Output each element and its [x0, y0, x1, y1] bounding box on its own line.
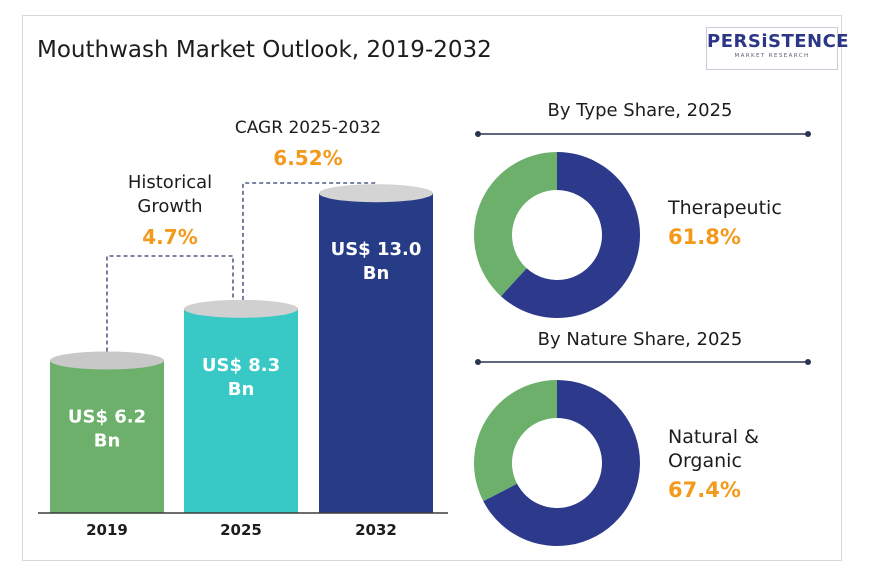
- x-tick-label: 2032: [355, 521, 397, 539]
- donut-label: Organic: [668, 450, 742, 472]
- bar-value-unit: Bn: [228, 379, 255, 400]
- donut-slice-other: [473, 380, 557, 502]
- bar-value-label: US$ 6.2: [68, 406, 146, 427]
- bar-value-label: US$ 8.3: [202, 355, 280, 376]
- bar-2032: [319, 193, 433, 513]
- donut-value: 67.4%: [668, 478, 741, 502]
- donut-label: Natural &: [668, 426, 759, 448]
- x-tick-label: 2019: [86, 521, 128, 539]
- divider-dot: [805, 131, 811, 137]
- bar-top-2032: [319, 184, 433, 203]
- donut-title: By Nature Share, 2025: [538, 329, 743, 350]
- page-title: Mouthwash Market Outlook, 2019-2032: [37, 37, 492, 63]
- donut-label: Therapeutic: [667, 197, 782, 219]
- bar-2019: [50, 360, 164, 513]
- cagr-connector: [242, 182, 377, 300]
- bar-value-unit: Bn: [94, 430, 121, 451]
- logo-wordmark: PERSiSTENCE: [707, 31, 850, 52]
- divider-dot: [475, 131, 481, 137]
- donut-slice-highlight: [483, 380, 640, 546]
- annotation-label: Growth: [137, 196, 202, 217]
- divider-dot: [805, 359, 811, 365]
- donut-slice-other: [474, 152, 557, 297]
- bar-top-2019: [50, 351, 164, 370]
- bar-value-label: US$ 13.0: [331, 239, 422, 260]
- donut-value: 61.8%: [668, 225, 741, 249]
- logo-tagline: MARKET RESEARCH: [734, 53, 810, 59]
- divider-dot: [475, 359, 481, 365]
- x-tick-label: 2025: [220, 521, 262, 539]
- annotation-label: Historical: [128, 172, 212, 193]
- donut-title: By Type Share, 2025: [548, 100, 733, 121]
- bar-2025: [184, 308, 298, 513]
- donut-slice-highlight: [500, 152, 641, 318]
- annotation-label: CAGR 2025-2032: [235, 118, 381, 138]
- annotation-value: 6.52%: [273, 146, 342, 170]
- bar-value-unit: Bn: [363, 263, 390, 284]
- annotation-value: 4.7%: [142, 225, 197, 249]
- brand-logo: PERSiSTENCE MARKET RESEARCH: [706, 27, 850, 70]
- bar-top-2025: [184, 299, 298, 318]
